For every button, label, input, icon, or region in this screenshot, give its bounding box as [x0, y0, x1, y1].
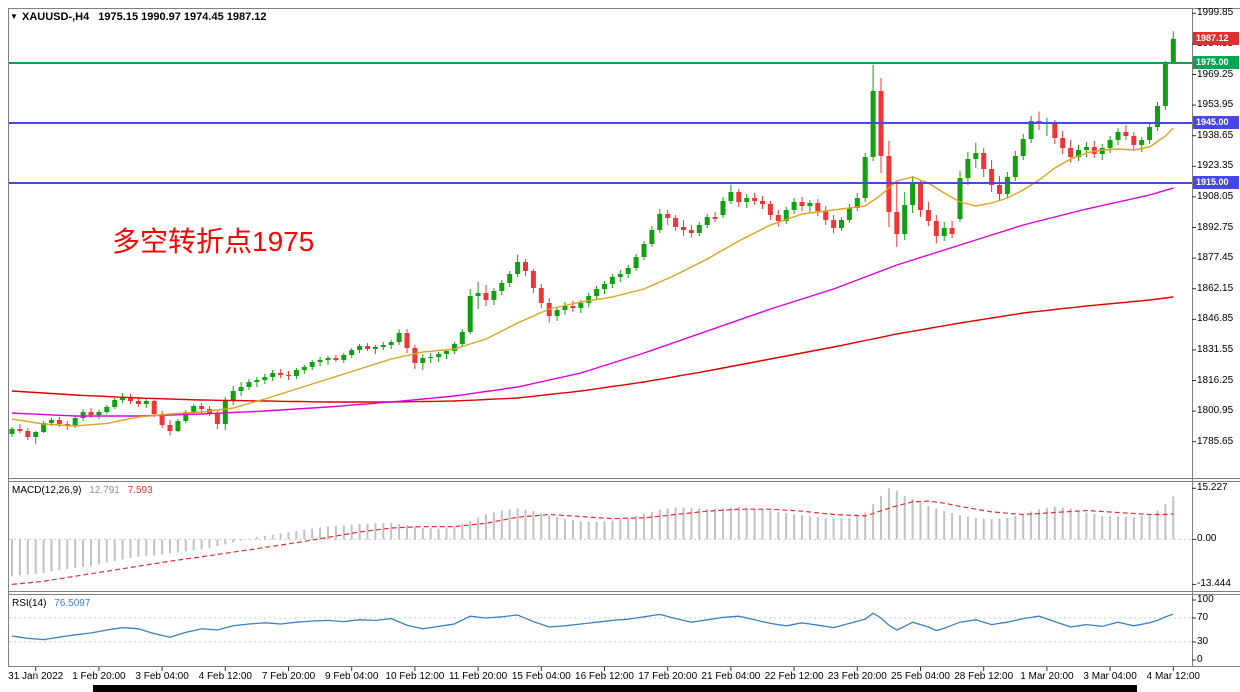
rsi-indicator-label: RSI(14) 76.5097 — [12, 598, 90, 609]
time-axis-label: 21 Feb 04:00 — [701, 671, 761, 682]
price-axis-label: 1892.75 — [1197, 222, 1234, 233]
axis-ticks — [35, 12, 1196, 671]
annotation-text[interactable]: 多空转折点1975 — [112, 226, 315, 257]
one-click-trading-toggle-icon[interactable]: ▼ — [10, 12, 18, 21]
price-axis[interactable]: 1999.851984.551969.251953.951938.651923.… — [1192, 0, 1240, 667]
time-axis-label: 17 Feb 20:00 — [638, 671, 698, 682]
macd-scale-label: -13.444 — [1197, 578, 1231, 589]
hline-price-badge: 1975.00 — [1193, 56, 1239, 69]
price-axis-label: 1846.85 — [1197, 313, 1234, 324]
pane-separator-macd[interactable] — [8, 477, 1192, 482]
time-axis-label: 1 Mar 20:00 — [1020, 671, 1074, 682]
rsi-scale-label: 100 — [1197, 594, 1214, 605]
price-axis-label: 1816.25 — [1197, 375, 1234, 386]
price-axis-label: 1908.05 — [1197, 191, 1234, 202]
time-axis-label: 1 Feb 20:00 — [72, 671, 126, 682]
time-axis-label: 22 Feb 12:00 — [764, 671, 824, 682]
time-axis-label: 4 Feb 12:00 — [198, 671, 252, 682]
symbol-period-label: XAUUSD-,H4 — [22, 11, 90, 23]
pane-separator-rsi[interactable] — [8, 590, 1192, 595]
ma-slow-red-line — [11, 296, 1174, 403]
macd-name: MACD(12,26,9) — [12, 485, 82, 496]
time-axis[interactable]: 31 Jan 2022 1 Feb 20:00 3 Feb 04:00 4 Feb 1… — [0, 666, 1240, 688]
price-axis-label: 1969.25 — [1197, 69, 1234, 80]
time-axis-label: 11 Feb 20:00 — [448, 671, 508, 682]
rsi-scale-label: 30 — [1197, 636, 1209, 647]
pane-borders — [8, 8, 1240, 667]
macd-scale-label: 0.00 — [1197, 533, 1217, 544]
horizontal-level-lines — [9, 62, 1192, 184]
time-axis-label: 9 Feb 04:00 — [325, 671, 379, 682]
ma-fast-gold-line — [11, 127, 1174, 427]
price-axis-label: 1953.95 — [1197, 99, 1234, 110]
time-axis-label: 16 Feb 12:00 — [575, 671, 634, 682]
macd-pane-drawing — [9, 488, 1192, 585]
time-axis-label: 23 Feb 20:00 — [827, 671, 887, 682]
time-axis-label: 4 Mar 12:00 — [1146, 671, 1200, 682]
rsi-scale-label: 70 — [1197, 612, 1209, 623]
price-axis-label: 1938.65 — [1197, 130, 1234, 141]
time-axis-label: 7 Feb 20:00 — [261, 671, 316, 682]
hline-price-badge: 1915.00 — [1193, 176, 1239, 189]
bid-price-badge: 1987.12 — [1193, 32, 1239, 45]
rsi-line — [11, 612, 1174, 641]
time-axis-label: 10 Feb 12:00 — [385, 671, 445, 682]
macd-indicator-label: MACD(12,26,9) 12.791 7.593 — [12, 485, 153, 496]
rsi-pane-drawing — [9, 612, 1192, 643]
rsi-name: RSI(14) — [12, 598, 47, 609]
price-axis-label: 1862.15 — [1197, 283, 1234, 294]
chart-title: XAUUSD-,H4 1975.15 1990.97 1974.45 1987.… — [22, 11, 267, 23]
time-axis-label: 28 Feb 12:00 — [954, 671, 1014, 682]
time-axis-label: 15 Feb 04:00 — [511, 671, 571, 682]
macd-signal-line — [11, 500, 1174, 585]
macd-scale-label: 15.227 — [1197, 482, 1228, 493]
price-axis-label: 1785.65 — [1197, 436, 1234, 447]
time-axis-label: 25 Feb 04:00 — [891, 671, 950, 682]
price-axis-label: 1999.85 — [1197, 7, 1234, 18]
time-axis-label: 31 Jan 2022 — [8, 671, 64, 682]
bottom-bar — [93, 685, 1137, 692]
macd-value-main: 12.791 — [89, 485, 120, 496]
hline-price-badge: 1945.00 — [1193, 116, 1239, 129]
rsi-scale-label: 0 — [1197, 654, 1203, 665]
price-axis-label: 1923.35 — [1197, 160, 1234, 171]
time-axis-label: 3 Feb 04:00 — [135, 671, 189, 682]
price-axis-label: 1800.95 — [1197, 405, 1234, 416]
macd-value-signal: 7.593 — [127, 485, 153, 496]
ohlc-values-label: 1975.15 1990.97 1974.45 1987.12 — [98, 11, 267, 23]
ma-mid-magenta-line — [11, 187, 1174, 417]
rsi-value: 76.5097 — [54, 598, 91, 609]
time-axis-label: 3 Mar 04:00 — [1083, 671, 1137, 682]
price-axis-label: 1877.45 — [1197, 252, 1234, 263]
price-axis-label: 1831.55 — [1197, 344, 1234, 355]
